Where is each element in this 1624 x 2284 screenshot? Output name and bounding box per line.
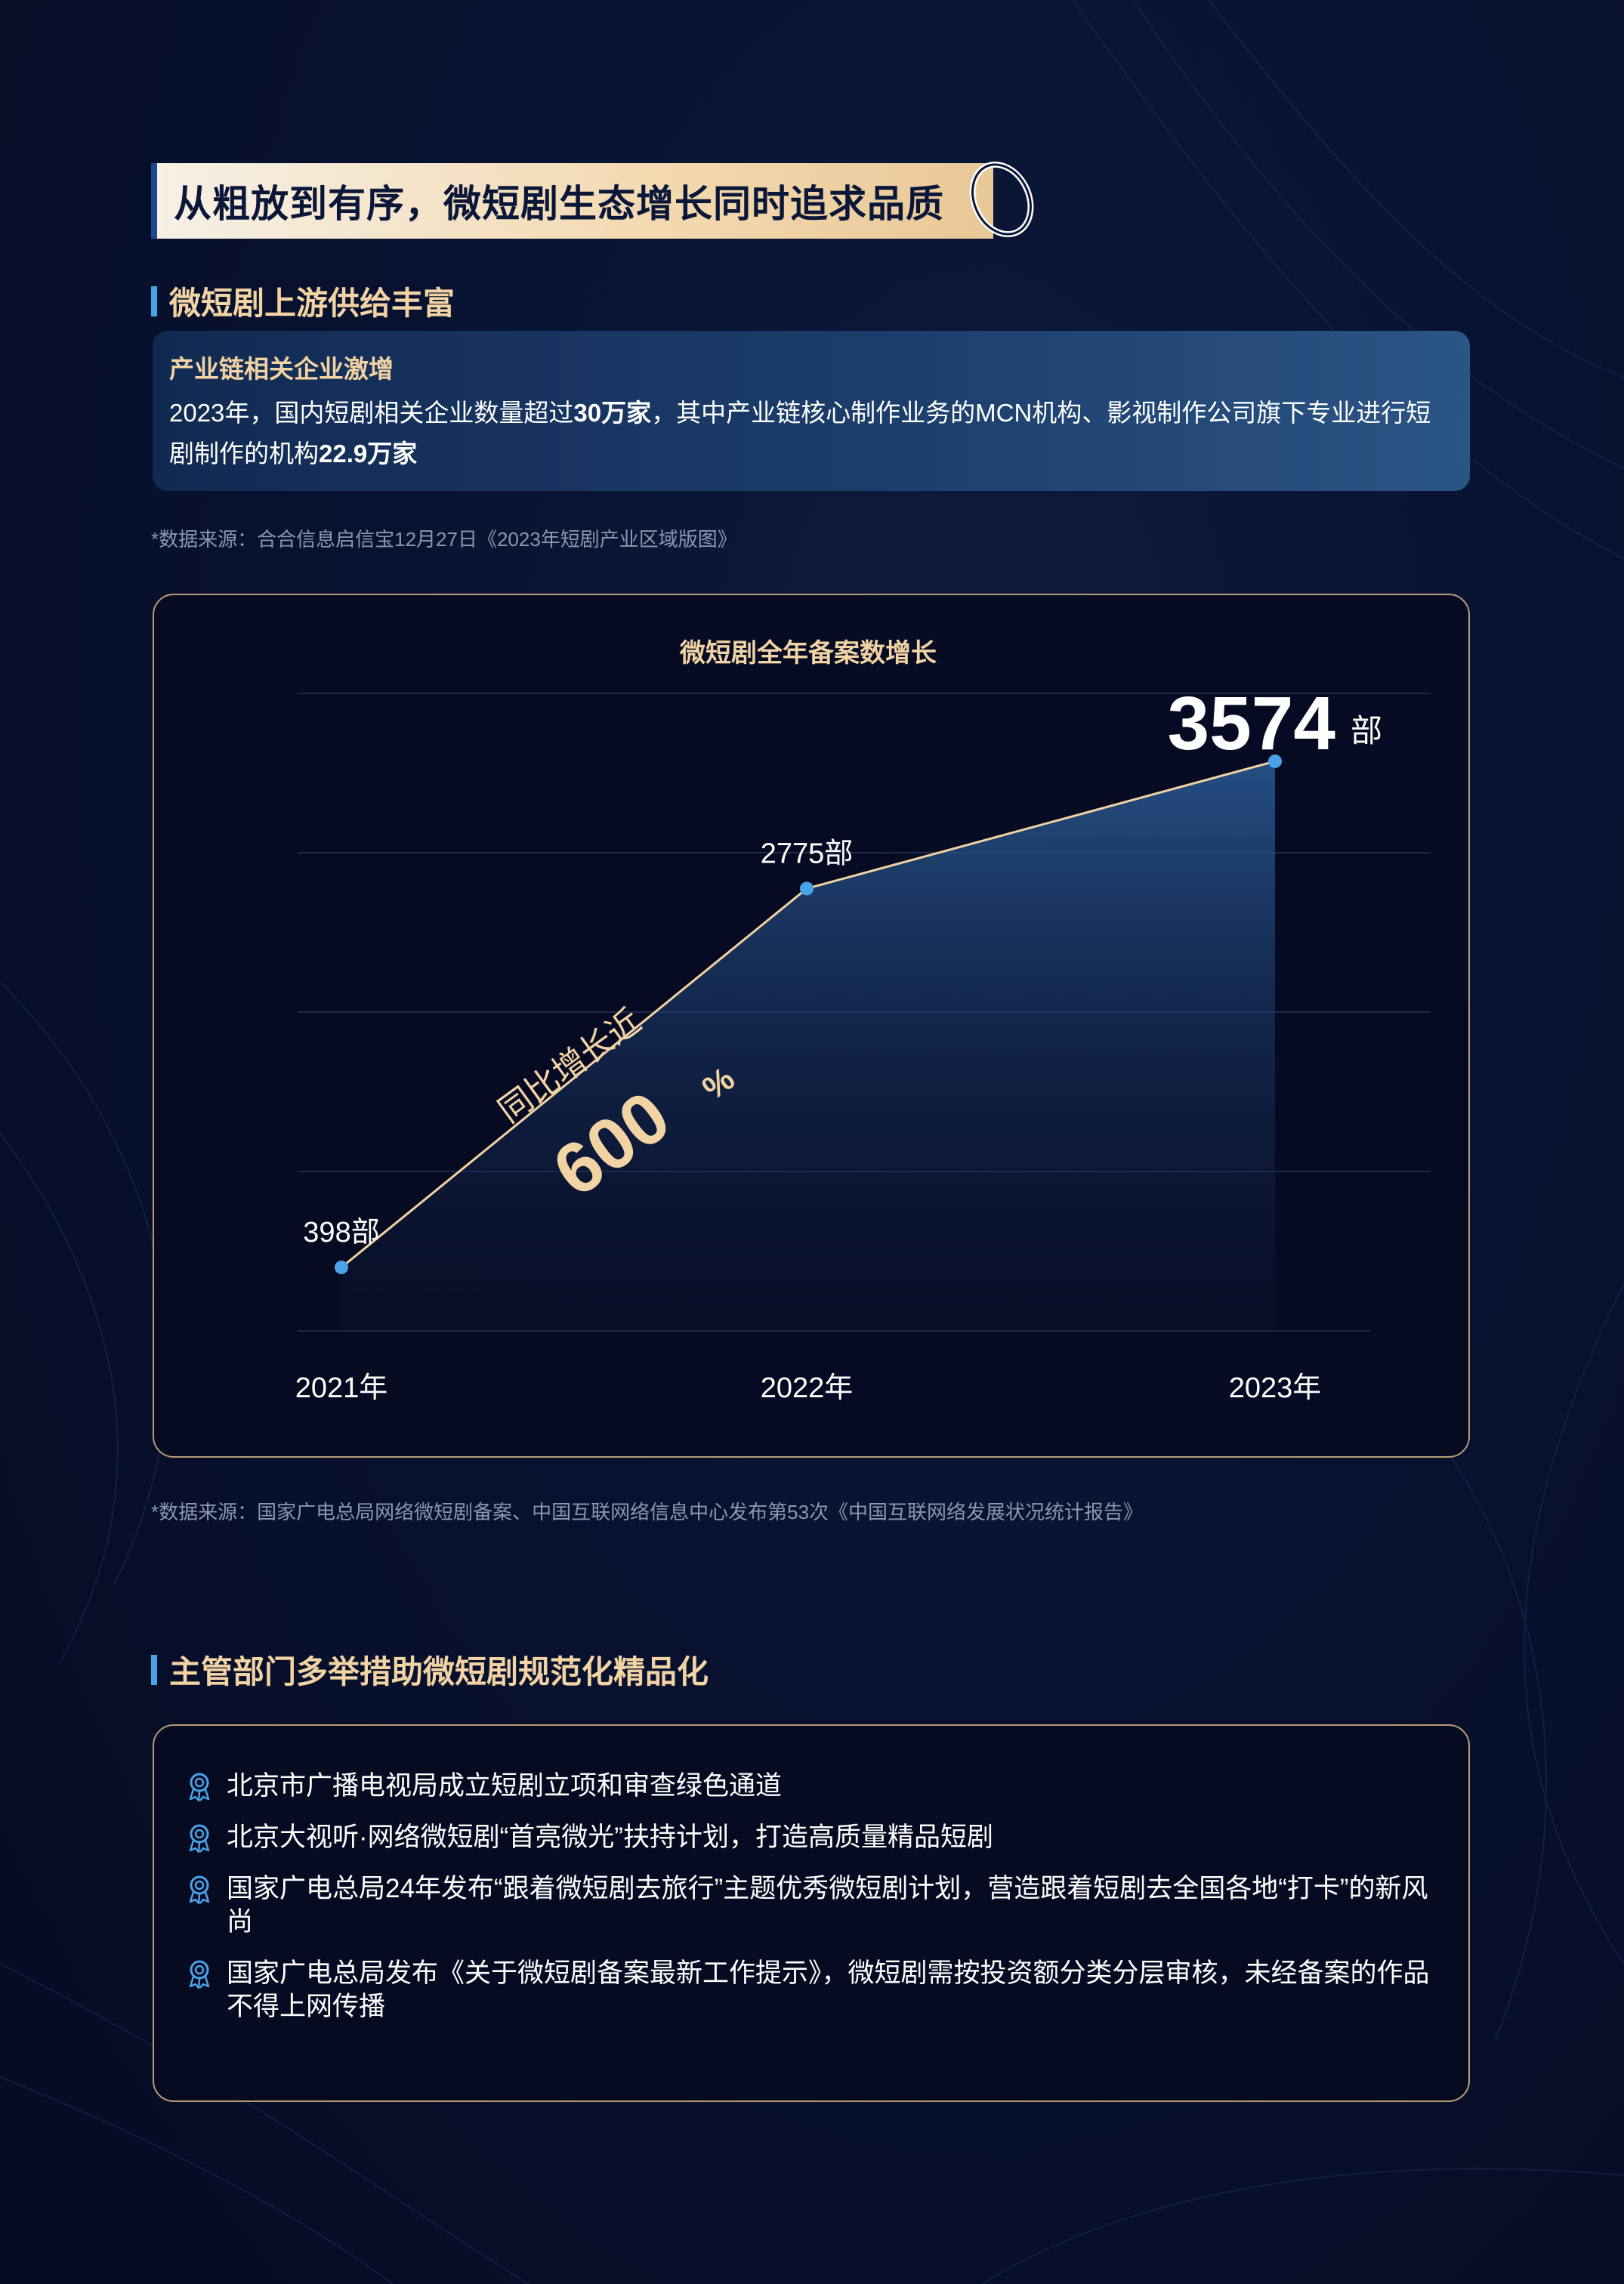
measures-card: 北京市广播电视局成立短剧立项和审查绿色通道 北京大视听·网络微短剧“首亮微光”扶…: [153, 1724, 1470, 2102]
info-body: 2023年，国内短剧相关企业数量超过30万家，其中产业链核心制作业务的MCN机构…: [169, 393, 1453, 474]
section-heading-regulation: 主管部门多举措助微短剧规范化精品化: [151, 1647, 709, 1693]
award-icon: [189, 1824, 210, 1853]
award-icon: [189, 1960, 210, 1989]
ring-decoration-icon: [969, 161, 1034, 238]
x-tick-label: 2022年: [761, 1372, 854, 1404]
data-point: [335, 1261, 348, 1275]
info-text-1: 2023年，国内短剧相关企业数量超过: [169, 399, 574, 427]
section-heading-supply: 微短剧上游供给丰富: [151, 278, 455, 324]
data-label: 3574: [1168, 681, 1336, 766]
data-label: 2775部: [761, 838, 854, 869]
award-icon: [189, 1875, 210, 1904]
area-fill: [341, 761, 1275, 1331]
info-card: 产业链相关企业激增 2023年，国内短剧相关企业数量超过30万家，其中产业链核心…: [153, 331, 1470, 491]
award-icon: [189, 1773, 210, 1801]
section-heading-text: 微短剧上游供给丰富: [169, 286, 455, 321]
chart-title: 微短剧全年备案数增长: [679, 638, 937, 668]
chart-card: 微短剧全年备案数增长 398部 2775部 3574 部 2021年 2022年 2023…: [153, 594, 1470, 1458]
data-point: [1268, 754, 1282, 768]
x-tick-label: 2021年: [295, 1372, 388, 1404]
list-item: 国家广电总局24年发布“跟着微短剧去旅行”主题优秀微短剧计划，营造跟着短剧去全国…: [186, 1872, 1438, 1939]
page-title: 从粗放到有序，微短剧生态增长同时追求品质: [174, 183, 944, 225]
list-item-text: 国家广电总局24年发布“跟着微短剧去旅行”主题优秀微短剧计划，营造跟着短剧去全国…: [227, 1874, 1428, 1937]
data-source-note-1: *数据来源：合合信息启信宝12月27日《2023年短剧产业区域版图》: [151, 528, 737, 551]
filing-growth-chart: 微短剧全年备案数增长 398部 2775部 3574 部 2021年 2022年 2023…: [295, 638, 1431, 1404]
data-point: [800, 881, 814, 896]
data-source-note-2: *数据来源：国家广电总局网络微短剧备案、中国互联网络信息中心发布第53次《中国互…: [151, 1501, 1144, 1523]
title-banner: 从粗放到有序，微短剧生态增长同时追求品质: [151, 163, 993, 239]
section-heading-text: 主管部门多举措助微短剧规范化精品化: [169, 1654, 709, 1690]
data-label-unit: 部: [1351, 713, 1382, 748]
list-item: 北京市广播电视局成立短剧立项和审查绿色通道: [186, 1770, 1438, 1803]
list-item: 国家广电总局发布《关于微短剧备案最新工作提示》，微短剧需按投资额分类分层审核，未…: [186, 1957, 1438, 2023]
section-marker: [151, 1654, 157, 1685]
data-label: 398部: [303, 1217, 379, 1248]
info-title: 产业链相关企业激增: [169, 355, 394, 383]
info-text-2: ，其中产业链核心制作业务的MCN机构、影视制作公司旗下专业进行短剧制作的机构: [169, 399, 1431, 468]
list-item-text: 北京大视听·网络微短剧“首亮微光”扶持计划，打造高质量精品短剧: [227, 1823, 993, 1852]
section-marker: [151, 286, 157, 316]
list-item-text: 国家广电总局发布《关于微短剧备案最新工作提示》，微短剧需按投资额分类分层审核，未…: [227, 1958, 1430, 2021]
list-item: 北京大视听·网络微短剧“首亮微光”扶持计划，打造高质量精品短剧: [186, 1821, 1438, 1854]
info-highlight-2: 22.9万家: [319, 440, 418, 468]
x-tick-label: 2023年: [1229, 1372, 1322, 1404]
banner-accent-bar: [151, 163, 157, 239]
list-item-text: 北京市广播电视局成立短剧立项和审查绿色通道: [227, 1771, 783, 1801]
info-highlight-1: 30万家: [573, 399, 652, 427]
